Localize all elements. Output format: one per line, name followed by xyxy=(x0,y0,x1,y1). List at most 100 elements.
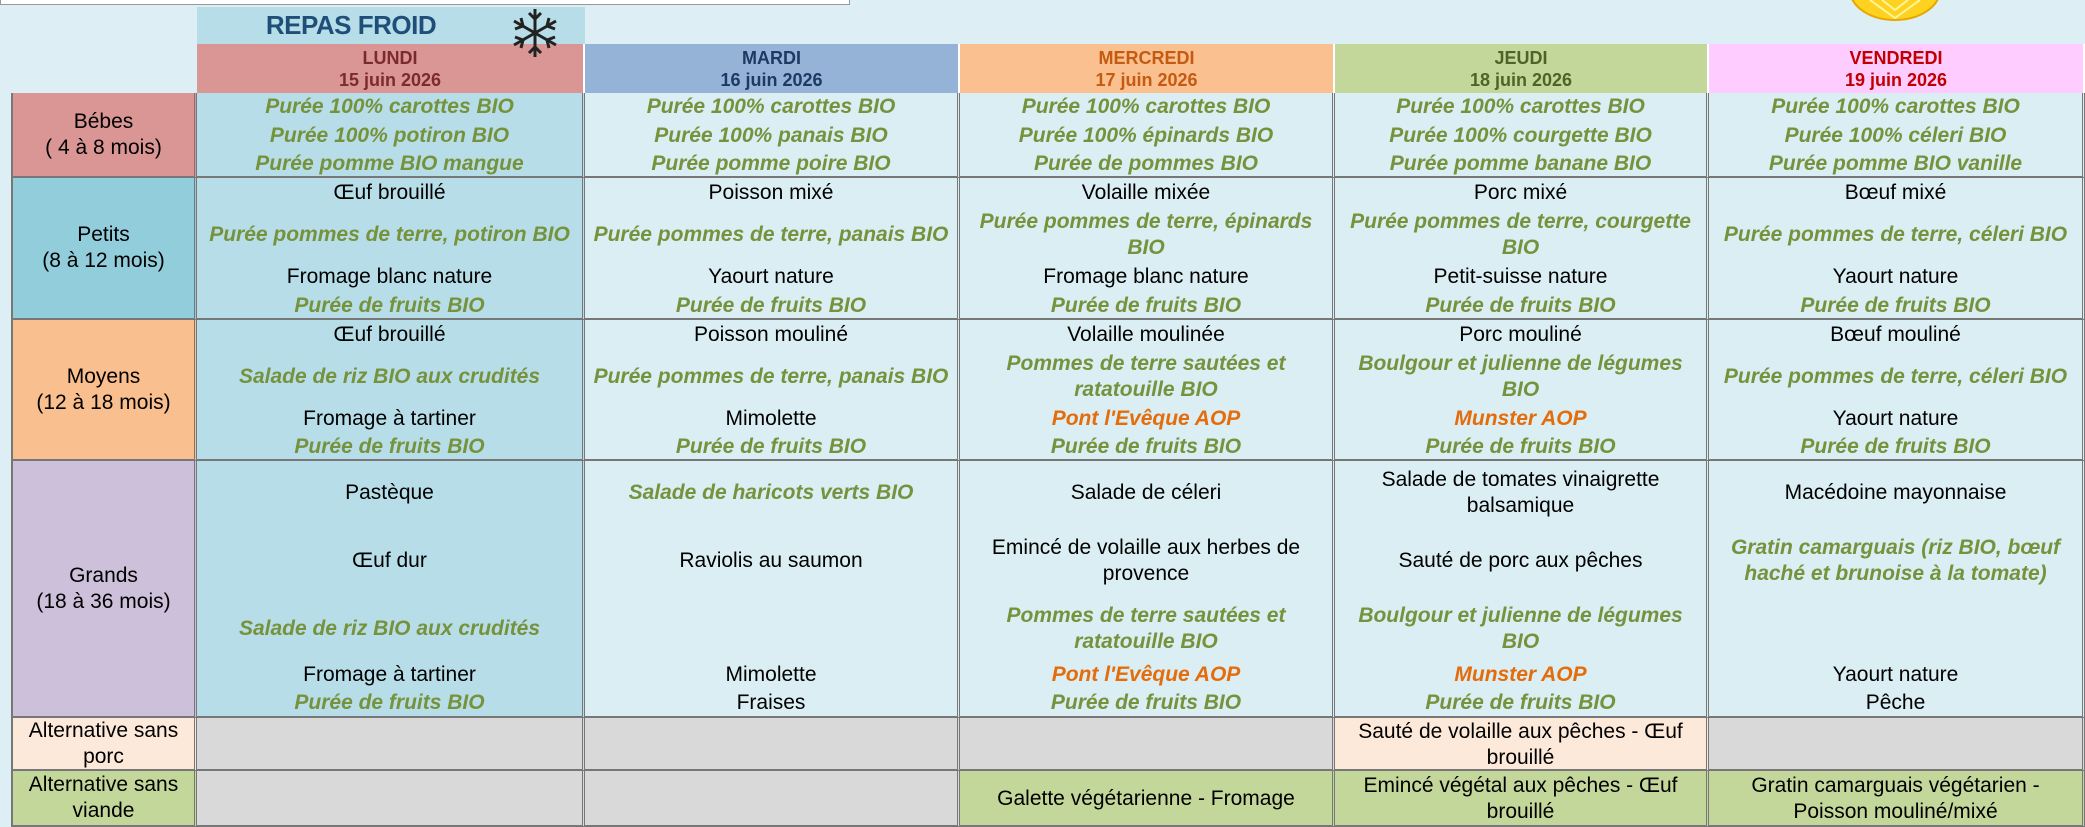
menu-item: Purée 100% carottes BIO xyxy=(1021,95,1271,118)
menu-item: Salade de tomates vinaigrette balsamique xyxy=(1381,468,1660,517)
menu-slot: Purée pommes de terre, potiron BIO xyxy=(197,207,582,263)
menu-item: Munster AOP xyxy=(1454,663,1587,686)
menu-slot: Fromage blanc nature xyxy=(197,263,582,291)
menu-item: Fromage à tartiner xyxy=(303,663,476,686)
menu-slot: Pêche xyxy=(1709,689,2082,717)
menu-cell xyxy=(197,718,585,771)
menu-item: Fromage à tartiner xyxy=(303,407,476,430)
menu-cell: Salade de haricots verts BIO Raviolis au … xyxy=(585,461,960,718)
menu-slot: Purée pomme BIO vanille xyxy=(1709,150,2082,178)
menu-item: Purée 100% carottes BIO xyxy=(265,95,514,118)
menu-slot: Purée de fruits BIO xyxy=(585,291,957,320)
menu-cell: Galette végétarienne - Fromage xyxy=(960,771,1335,827)
menu-slot: Fromage à tartiner xyxy=(197,661,582,689)
menu-item: Purée 100% potiron BIO xyxy=(269,123,510,147)
menu-slot: Sauté de porc aux pêches xyxy=(1335,525,1706,597)
menu-slot: Salade de haricots verts BIO xyxy=(585,461,957,525)
menu-item: Purée pomme banane BIO xyxy=(1389,152,1652,175)
menu-item: Purée de fruits BIO xyxy=(294,691,485,714)
menu-item: Pommes de terre sautées et ratatouille B… xyxy=(1006,352,1286,401)
menu-item: Yaourt nature xyxy=(708,265,834,288)
menu-item: Purée de fruits BIO xyxy=(1800,435,1991,458)
menu-item: Yaourt nature xyxy=(1832,407,1959,430)
menu-slot: Bœuf mixé xyxy=(1709,178,2082,207)
menu-slot: Macédoine mayonnaise xyxy=(1709,461,2082,525)
menu-item: Purée de fruits BIO xyxy=(1050,691,1242,714)
menu-slot: Volaille mixée xyxy=(960,178,1332,207)
menu-slot: Fromage blanc nature xyxy=(960,263,1332,291)
menu-slot: Mimolette xyxy=(585,661,957,689)
menu-slot: Purée pommes de terre, courgette BIO xyxy=(1335,207,1706,263)
menu-slot: Purée de fruits BIO xyxy=(960,433,1332,461)
menu-item: Macédoine mayonnaise xyxy=(1784,481,2007,504)
menu-slot: Purée de fruits BIO xyxy=(1709,433,2082,461)
menu-slot: Purée de fruits BIO xyxy=(585,433,957,461)
menu-slot: Purée de fruits BIO xyxy=(197,689,582,717)
menu-slot: Purée pommes de terre, panais BIO xyxy=(585,349,957,405)
menu-item: Purée de fruits BIO xyxy=(294,435,485,458)
menu-item: Purée pommes de terre, potiron BIO xyxy=(209,223,570,246)
menu-item: Purée pommes de terre, céleri BIO xyxy=(1723,223,2068,246)
menu-slot: Poisson mixé xyxy=(585,178,957,207)
menu-cell: Purée 100% carottes BIO Purée 100% panais… xyxy=(585,93,960,178)
row-label: Grands (18 à 36 mois) xyxy=(11,461,197,718)
menu-slot: Purée pomme banane BIO xyxy=(1335,150,1706,178)
menu-cell: Volaille moulinée Pommes de terre sautées… xyxy=(960,320,1335,461)
menu-item: Purée de fruits BIO xyxy=(675,435,867,458)
menu-item: Purée de fruits BIO xyxy=(1050,435,1242,458)
menu-cell: Macédoine mayonnaise Gratin camarguais (r… xyxy=(1709,461,2085,718)
menu-item: Purée pomme poire BIO xyxy=(651,152,891,175)
menu-slot: Mimolette xyxy=(585,405,957,433)
menu-slot xyxy=(585,597,957,661)
menu-slot xyxy=(1709,718,2082,771)
menu-item: Mimolette xyxy=(725,407,817,430)
menu-cell: Poisson mixé Purée pommes de terre, panai… xyxy=(585,178,960,320)
menu-item: Œuf dur xyxy=(352,549,427,572)
menu-slot xyxy=(585,718,957,771)
row-label: Moyens (12 à 18 mois) xyxy=(11,320,197,461)
menu-item: Fraises xyxy=(736,691,806,714)
menu-item: Purée de pommes BIO xyxy=(1033,152,1259,175)
menu-slot: Salade de tomates vinaigrette balsamique xyxy=(1335,461,1706,525)
menu-item: Purée pomme BIO mangue xyxy=(255,152,524,175)
menu-item: Galette végétarienne - Fromage xyxy=(997,787,1295,810)
row-label-line: (18 à 36 mois) xyxy=(36,589,171,613)
menu-item: Pêche xyxy=(1865,691,1926,714)
day-name: LUNDI xyxy=(362,47,418,68)
menu-cell: Sauté de volaille aux pêches - Œuf broui… xyxy=(1335,718,1709,771)
menu-item: Purée pommes de terre, panais BIO xyxy=(593,223,949,246)
menu-slot: Purée 100% céleri BIO xyxy=(1709,121,2082,150)
day-name: MARDI xyxy=(742,47,801,68)
menu-slot: Fromage à tartiner xyxy=(197,405,582,433)
menu-item: Boulgour et julienne de légumes BIO xyxy=(1358,352,1683,401)
menu-cell xyxy=(1709,718,2085,771)
menu-item: Porc mixé xyxy=(1473,180,1568,204)
menu-slot xyxy=(1709,597,2082,661)
menu-slot: Purée de fruits BIO xyxy=(960,291,1332,320)
day-date: 17 juin 2026 xyxy=(1095,69,1198,90)
banner-title: REPAS FROID xyxy=(265,10,437,40)
row-label-line: Bébes xyxy=(73,109,134,133)
menu-slot: Emincé de volaille aux herbes de provenc… xyxy=(960,525,1332,597)
menu-slot: Munster AOP xyxy=(1335,661,1706,689)
row-label-line: (12 à 18 mois) xyxy=(36,390,171,414)
menu-slot: Œuf brouillé xyxy=(197,178,582,207)
menu-slot: Yaourt nature xyxy=(1709,263,2082,291)
menu-slot: Purée de fruits BIO xyxy=(960,689,1332,717)
menu-item: Purée 100% courgette BIO xyxy=(1389,123,1652,147)
fruit-icon xyxy=(1851,0,1939,21)
menu-cell: Purée 100% carottes BIO Purée 100% potiro… xyxy=(197,93,585,178)
day-header: VENDREDI 19 juin 2026 xyxy=(1709,44,2085,93)
menu-item: Purée 100% carottes BIO xyxy=(1396,95,1645,118)
menu-item: Fromage blanc nature xyxy=(286,265,493,288)
menu-slot: Salade de riz BIO aux crudités xyxy=(197,597,582,661)
menu-slot: Purée 100% courgette BIO xyxy=(1335,121,1706,150)
menu-slot: Salade de riz BIO aux crudités xyxy=(197,349,582,405)
menu-item: Purée 100% carottes BIO xyxy=(646,95,896,118)
menu-slot xyxy=(960,718,1332,771)
menu-slot: Gratin camarguais (riz BIO, bœuf haché e… xyxy=(1709,525,2082,597)
menu-item: Purée de fruits BIO xyxy=(675,293,867,317)
menu-item: Pastèque xyxy=(345,481,434,504)
menu-slot: Yaourt nature xyxy=(1709,661,2082,689)
